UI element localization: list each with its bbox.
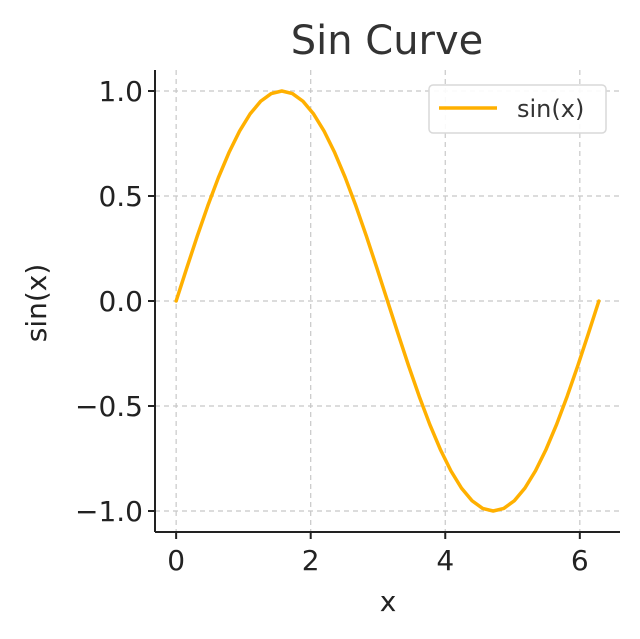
x-tick-label: 0 bbox=[167, 544, 185, 577]
axis-ticks: 0 2 4 6 −1.0 −0.5 0.0 0.5 1.0 bbox=[75, 75, 589, 577]
x-tick-label: 6 bbox=[571, 544, 589, 577]
legend-box bbox=[428, 84, 607, 134]
legend-label: sin(x) bbox=[517, 95, 584, 123]
y-tick-label: −1.0 bbox=[75, 495, 143, 528]
y-tick-label: −0.5 bbox=[75, 390, 143, 423]
y-tick-label: 1.0 bbox=[98, 75, 143, 108]
y-tick-label: 0.0 bbox=[98, 285, 143, 318]
y-axis-title: sin(x) bbox=[20, 264, 53, 343]
y-tick-label: 0.5 bbox=[98, 180, 143, 213]
legend: sin(x) bbox=[428, 84, 607, 134]
x-tick-label: 4 bbox=[436, 544, 454, 577]
chart-title: Sin Curve bbox=[291, 18, 484, 64]
series-line-sin bbox=[174, 89, 601, 513]
x-tick-label: 2 bbox=[302, 544, 320, 577]
x-axis-title: x bbox=[380, 585, 397, 618]
